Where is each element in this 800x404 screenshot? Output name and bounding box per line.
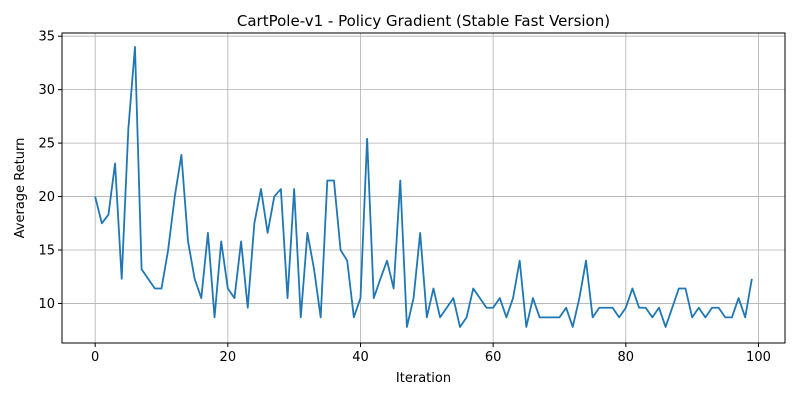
- y-axis: 10 15 20 25 30 35: [38, 30, 62, 312]
- y-tick-label: 10: [38, 297, 55, 312]
- chart-title: CartPole-v1 - Policy Gradient (Stable Fa…: [237, 12, 610, 30]
- x-tick-label: 40: [352, 350, 369, 365]
- grid: [62, 33, 785, 343]
- x-axis-title: Iteration: [396, 371, 451, 386]
- y-tick-label: 25: [38, 137, 55, 152]
- x-tick-label: 60: [485, 350, 502, 365]
- x-tick-label: 20: [220, 350, 237, 365]
- y-tick-label: 15: [38, 244, 55, 259]
- y-tick-label: 30: [38, 83, 55, 98]
- axes-frame: [61, 32, 786, 344]
- x-axis: 0 20 40 60 80 100: [91, 343, 771, 365]
- plot-area: [94, 46, 753, 328]
- y-axis-title: Average Return: [13, 138, 28, 239]
- y-tick-label: 35: [38, 30, 55, 45]
- y-tick-label: 20: [38, 190, 55, 205]
- x-tick-label: 80: [618, 350, 635, 365]
- series-line: [94, 46, 753, 328]
- x-tick-label: 100: [746, 350, 771, 365]
- x-tick-label: 0: [91, 350, 99, 365]
